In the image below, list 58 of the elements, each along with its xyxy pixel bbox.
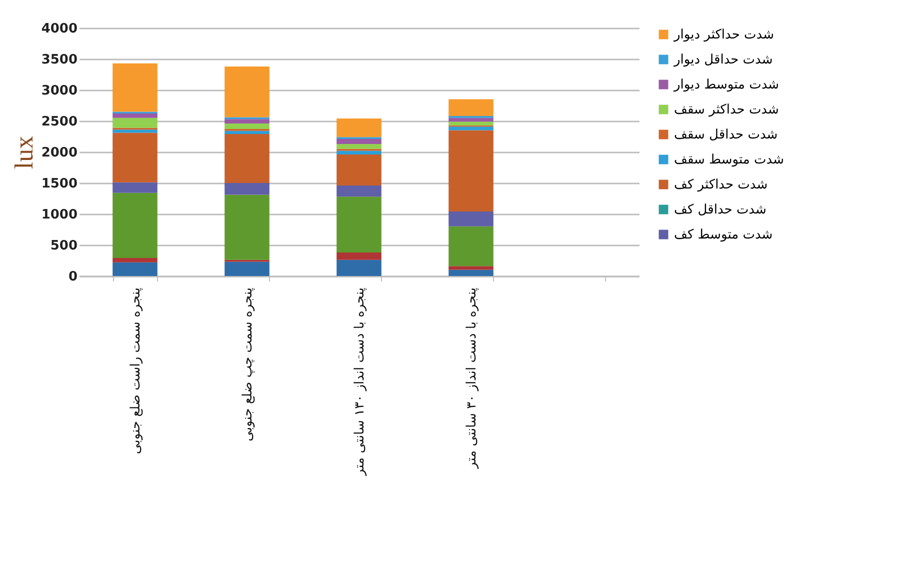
- y-tick-label: 1500: [41, 176, 78, 192]
- legend-label: شدت حداکثر سقف: [674, 102, 779, 118]
- legend-label: شدت حداقل سقف: [674, 128, 778, 142]
- x-tick-label: پنجره سمت چپ ضلع جنوبی: [240, 287, 256, 442]
- legend-label: شدت حداکثر دیوار: [673, 28, 774, 42]
- bar: [336, 252, 382, 260]
- y-tick-label: 3500: [41, 52, 78, 68]
- bar: [112, 192, 158, 258]
- bar: [448, 270, 494, 276]
- y-tick-label: 3000: [41, 84, 78, 98]
- bar: [224, 130, 270, 134]
- legend-label: شدت حداکثر کف: [674, 178, 768, 192]
- bar: [224, 134, 270, 183]
- bar: [112, 262, 158, 276]
- bar: [448, 212, 494, 226]
- bar: [448, 99, 494, 116]
- bar: [448, 226, 494, 266]
- bar: [336, 185, 382, 197]
- y-tick-label: 0: [68, 270, 78, 284]
- bar: [448, 130, 494, 212]
- bar: [112, 114, 158, 118]
- bar: [224, 123, 270, 130]
- bar: [224, 194, 270, 260]
- y-tick-label: 500: [50, 238, 78, 254]
- bar: [336, 196, 382, 252]
- bar: [336, 150, 382, 154]
- bar: [112, 132, 158, 182]
- bar: [448, 266, 494, 270]
- y-axis-title: lux: [9, 136, 38, 170]
- bar: [336, 260, 382, 276]
- y-tick-label: 2500: [41, 114, 78, 130]
- bar: [336, 144, 382, 149]
- bar: [224, 262, 270, 276]
- x-tick-label: پنجره سمت راست ضلع جنوبی: [128, 287, 144, 454]
- bar: [336, 154, 382, 186]
- legend-label: شدت حداقل کف: [674, 202, 766, 218]
- bar: [336, 118, 382, 138]
- x-tick-label: پنجره با دست انداز ۱۳۰ سانتی متر: [352, 287, 368, 476]
- bar: [112, 182, 158, 193]
- bar: [448, 122, 494, 126]
- y-tick-label: 1000: [41, 208, 78, 222]
- legend-label: شدت متوسط سقف: [674, 152, 784, 168]
- bar: [112, 130, 158, 133]
- bar: [112, 63, 158, 112]
- bar: [224, 66, 270, 118]
- legend-label: شدت متوسط دیوار: [673, 78, 780, 92]
- y-tick-label: 4000: [41, 22, 78, 36]
- bar: [224, 119, 270, 124]
- bar: [448, 118, 494, 122]
- bar: [336, 138, 382, 144]
- x-tick-label: پنجره با دست انداز ۳۰ سانتی متر: [464, 287, 480, 470]
- bar: [224, 183, 270, 195]
- legend-label: شدت حداقل دیوار: [673, 52, 773, 68]
- bar: [448, 126, 494, 130]
- y-tick-label: 2000: [41, 146, 78, 160]
- legend-label: شدت متوسط کف: [674, 228, 773, 242]
- bar: [112, 258, 158, 262]
- bar: [112, 118, 158, 128]
